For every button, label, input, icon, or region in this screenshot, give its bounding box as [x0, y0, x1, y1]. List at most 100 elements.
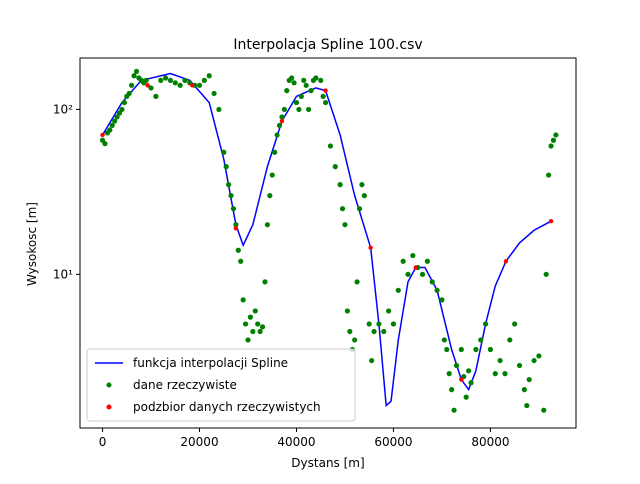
- scatter-point: [272, 149, 278, 155]
- scatter-point: [235, 247, 241, 253]
- scatter-point: [405, 271, 411, 277]
- scatter-point: [313, 75, 319, 81]
- scatter-point: [167, 77, 174, 83]
- scatter-point: [352, 337, 358, 343]
- scatter-point: [339, 206, 346, 212]
- legend-marker: [106, 404, 112, 410]
- scatter-point: [279, 118, 285, 124]
- scatter-point: [487, 346, 494, 353]
- scatter-point: [279, 114, 285, 120]
- scatter-point: [521, 387, 527, 393]
- scatter-point: [546, 172, 552, 178]
- scatter-point: [453, 362, 460, 369]
- scatter-point: [100, 132, 105, 138]
- scatter-point: [298, 93, 304, 99]
- y-axis-label: Wysokosc [m]: [25, 202, 39, 286]
- scatter-point: [206, 73, 212, 79]
- x-tick-label: 40000: [277, 435, 315, 449]
- y-tick-label: 10²: [53, 102, 73, 116]
- scatter-point: [182, 77, 188, 83]
- scatter-point: [233, 226, 239, 231]
- scatter-point: [323, 88, 328, 93]
- scatter-point: [368, 245, 373, 250]
- scatter-point: [274, 132, 280, 138]
- scatter-point: [289, 75, 295, 81]
- scatter-point: [296, 106, 302, 113]
- scatter-point: [492, 371, 498, 377]
- scatter-point: [131, 73, 137, 79]
- x-axis-label: Dystans [m]: [291, 456, 364, 470]
- scatter-point: [386, 308, 392, 314]
- scatter-point: [449, 387, 455, 393]
- scatter-point: [356, 206, 363, 212]
- scatter-point: [126, 90, 132, 97]
- scatter-point: [459, 377, 464, 382]
- scatter-point: [337, 182, 343, 188]
- scatter-point: [230, 206, 237, 212]
- scatter-point: [148, 85, 154, 91]
- scatter-point: [376, 321, 382, 327]
- scatter-point: [250, 328, 256, 335]
- scatter-point: [284, 88, 290, 94]
- scatter-point: [211, 90, 217, 97]
- scatter-point: [354, 279, 360, 285]
- scatter-point: [276, 122, 283, 128]
- scatter-point: [252, 308, 258, 314]
- legend-marker: [106, 382, 112, 388]
- scatter-point: [262, 279, 268, 285]
- spline-line: [101, 72, 552, 408]
- scatter-point: [369, 357, 375, 364]
- scatter-point: [444, 346, 450, 353]
- scatter-point: [482, 321, 489, 327]
- legend-label: dane rzeczywiste: [133, 378, 237, 392]
- scatter-point: [512, 321, 518, 327]
- scatter-point: [524, 402, 530, 409]
- scatter-point: [107, 127, 113, 133]
- scatter-point: [424, 258, 430, 264]
- scatter-point: [441, 337, 447, 343]
- scatter-point: [458, 346, 464, 353]
- legend: funkcja interpolacji Spline dane rzeczywi…: [86, 348, 356, 422]
- scatter-point: [429, 279, 435, 285]
- scatter-point: [516, 362, 523, 369]
- scatter-point: [395, 287, 401, 293]
- scatter-point: [322, 99, 329, 106]
- scatter-point: [541, 407, 547, 413]
- scatter-point: [301, 77, 307, 83]
- scatter-point: [419, 271, 426, 277]
- scatter-point: [264, 222, 270, 228]
- scatter-point: [548, 143, 554, 149]
- scatter-point: [434, 287, 440, 293]
- scatter-point: [400, 258, 406, 264]
- scatter-point: [240, 297, 246, 303]
- legend-box: [86, 348, 356, 422]
- scatter-point: [327, 143, 334, 149]
- scatter-point: [503, 259, 509, 264]
- scatter-point: [536, 353, 542, 359]
- scatter-point: [233, 222, 239, 228]
- scatter-point: [116, 110, 123, 116]
- legend-label: funkcja interpolacji Spline: [133, 356, 288, 370]
- scatter-point: [267, 193, 273, 199]
- scatter-point: [190, 83, 195, 88]
- scatter-point: [320, 93, 326, 99]
- scatter-point: [344, 308, 350, 314]
- scatter-point: [133, 68, 140, 75]
- scatter-point: [226, 182, 232, 188]
- scatter-point: [531, 357, 537, 364]
- chart-title: Interpolacja Spline 100.csv: [233, 37, 422, 53]
- scatter-point: [291, 80, 297, 86]
- scatter-point: [318, 77, 324, 83]
- scatter-point: [129, 82, 135, 88]
- scatter-point: [390, 321, 397, 327]
- scatter-point: [112, 118, 118, 124]
- scatter-point: [361, 193, 367, 199]
- scatter-point: [102, 141, 108, 147]
- axes-frame: [79, 57, 577, 429]
- scatter-point: [342, 222, 348, 228]
- x-tick-label: 80000: [471, 435, 509, 449]
- scatter-point: [347, 328, 353, 335]
- scatter-point: [245, 337, 251, 343]
- scatter-point: [468, 380, 474, 386]
